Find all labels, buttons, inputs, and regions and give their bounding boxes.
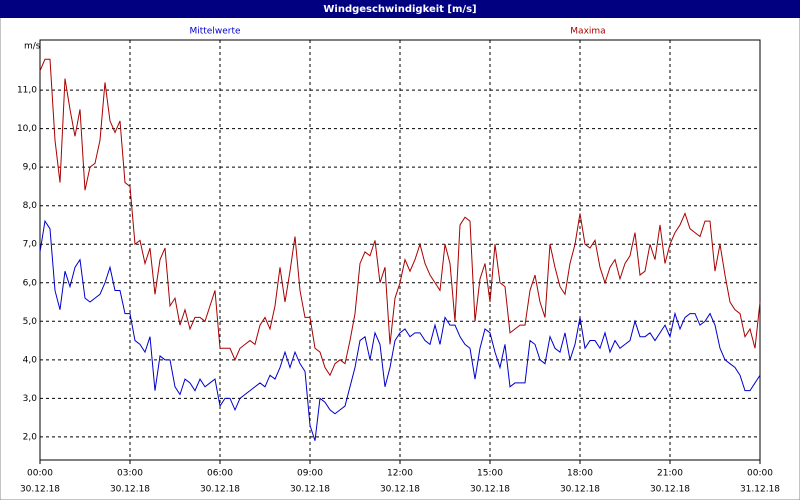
x-tick-date: 30.12.18 (110, 485, 150, 495)
x-tick-date: 30.12.18 (650, 485, 690, 495)
x-tick-date: 30.12.18 (290, 485, 330, 495)
x-tick-date: 30.12.18 (20, 485, 60, 495)
y-tick-label: 5,0 (23, 317, 38, 327)
y-tick-label: 3,0 (23, 394, 38, 404)
y-tick-label: 6,0 (23, 278, 38, 288)
x-tick-label: 00:00 (747, 469, 773, 479)
y-tick-label: 2,0 (23, 432, 38, 442)
y-tick-label: 9,0 (23, 163, 38, 173)
x-tick-label: 15:00 (477, 469, 503, 479)
legend-entry: Mittelwerte (189, 27, 240, 37)
x-tick-date: 30.12.18 (380, 485, 420, 495)
x-tick-date: 31.12.18 (740, 485, 780, 495)
y-tick-label: 11,0 (17, 86, 37, 96)
x-tick-date: 30.12.18 (560, 485, 600, 495)
y-tick-label: 10,0 (17, 124, 37, 134)
legend-entry: Maxima (570, 27, 605, 37)
data-line (39, 219, 761, 441)
x-tick-label: 09:00 (297, 469, 323, 479)
y-tick-label: 7,0 (23, 240, 38, 250)
chart-title: Windgeschwindigkeit [m/s] (323, 4, 476, 15)
x-tick-date: 30.12.18 (470, 485, 510, 495)
x-tick-label: 21:00 (657, 469, 683, 479)
x-tick-label: 12:00 (387, 469, 413, 479)
x-tick-date: 30.12.18 (200, 485, 240, 495)
x-tick-label: 06:00 (207, 469, 233, 479)
x-tick-label: 00:00 (27, 469, 53, 479)
title-bar (0, 0, 800, 18)
y-axis-label: m/s (24, 42, 41, 52)
y-tick-label: 8,0 (23, 201, 38, 211)
data-line (39, 58, 761, 377)
y-tick-label: 4,0 (23, 355, 38, 365)
x-tick-label: 18:00 (567, 469, 593, 479)
x-tick-label: 03:00 (117, 469, 143, 479)
